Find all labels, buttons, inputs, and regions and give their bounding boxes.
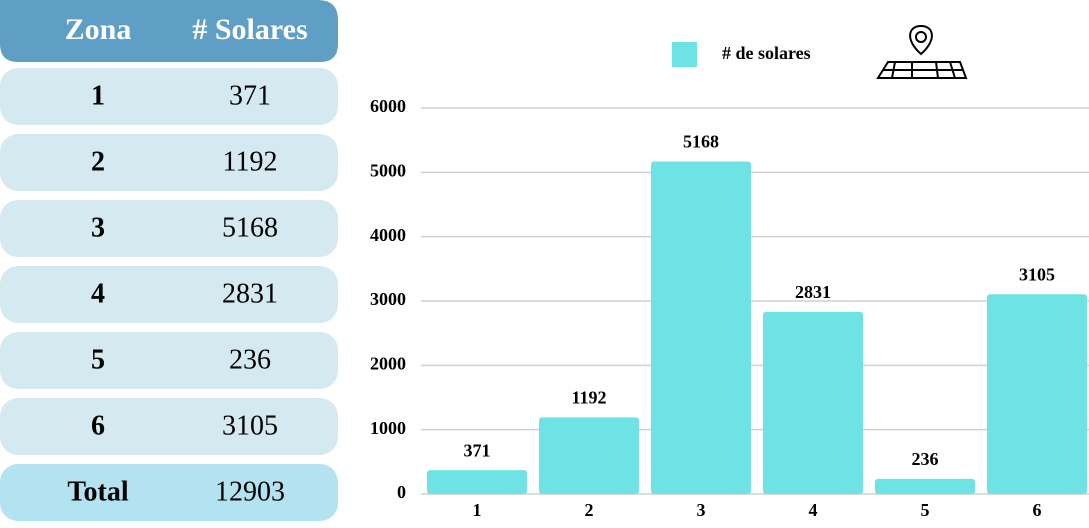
x-tick-label: 2 <box>585 500 594 520</box>
table-cell: 1192 <box>223 146 278 177</box>
table-cell: 4 <box>91 278 105 309</box>
x-tick-label: 4 <box>809 500 818 520</box>
x-tick-label: 6 <box>1033 500 1042 520</box>
value-label: 2831 <box>795 282 831 302</box>
value-label: 236 <box>912 449 939 469</box>
bar <box>987 294 1087 494</box>
table-row <box>0 68 338 125</box>
y-tick-label: 0 <box>397 482 406 502</box>
y-tick-label: 6000 <box>370 96 406 116</box>
y-tick-label: 2000 <box>370 353 406 373</box>
map-icon <box>876 24 968 79</box>
bar <box>651 161 751 494</box>
bar <box>539 417 639 494</box>
total-row <box>0 464 338 521</box>
x-tick-label: 1 <box>473 500 482 520</box>
total-cell: 12903 <box>215 476 285 507</box>
legend-label: # de solares <box>722 43 811 63</box>
value-label: 5168 <box>683 132 719 152</box>
y-tick-label: 5000 <box>370 160 406 180</box>
header-cell: Zona <box>65 13 132 46</box>
bar <box>875 478 975 494</box>
table-cell: 3 <box>91 212 105 243</box>
table-cell: 236 <box>229 344 271 375</box>
x-tick-label: 3 <box>697 500 706 520</box>
table-cell: 2 <box>91 146 105 177</box>
table-row <box>0 266 338 323</box>
table-row <box>0 332 338 389</box>
table-header <box>0 0 338 62</box>
table-cell: 5 <box>91 344 105 375</box>
table-row <box>0 134 338 191</box>
legend-swatch <box>672 42 697 67</box>
table-cell: 371 <box>229 80 271 111</box>
y-tick-label: 3000 <box>370 289 406 309</box>
bar <box>427 470 527 494</box>
table-row <box>0 200 338 257</box>
x-tick-label: 5 <box>921 500 930 520</box>
value-label: 371 <box>464 440 491 460</box>
table-cell: 5168 <box>222 212 278 243</box>
total-cell: Total <box>67 476 128 507</box>
table-row <box>0 398 338 455</box>
table-cell: 6 <box>91 410 105 441</box>
value-label: 3105 <box>1019 264 1055 284</box>
table-cell: 1 <box>91 80 105 111</box>
y-tick-label: 4000 <box>370 225 406 245</box>
bar <box>763 311 863 494</box>
value-label: 1192 <box>571 387 606 407</box>
header-cell: # Solares <box>192 13 307 46</box>
table-cell: 2831 <box>222 278 278 309</box>
y-tick-label: 1000 <box>370 418 406 438</box>
table-cell: 3105 <box>222 410 278 441</box>
